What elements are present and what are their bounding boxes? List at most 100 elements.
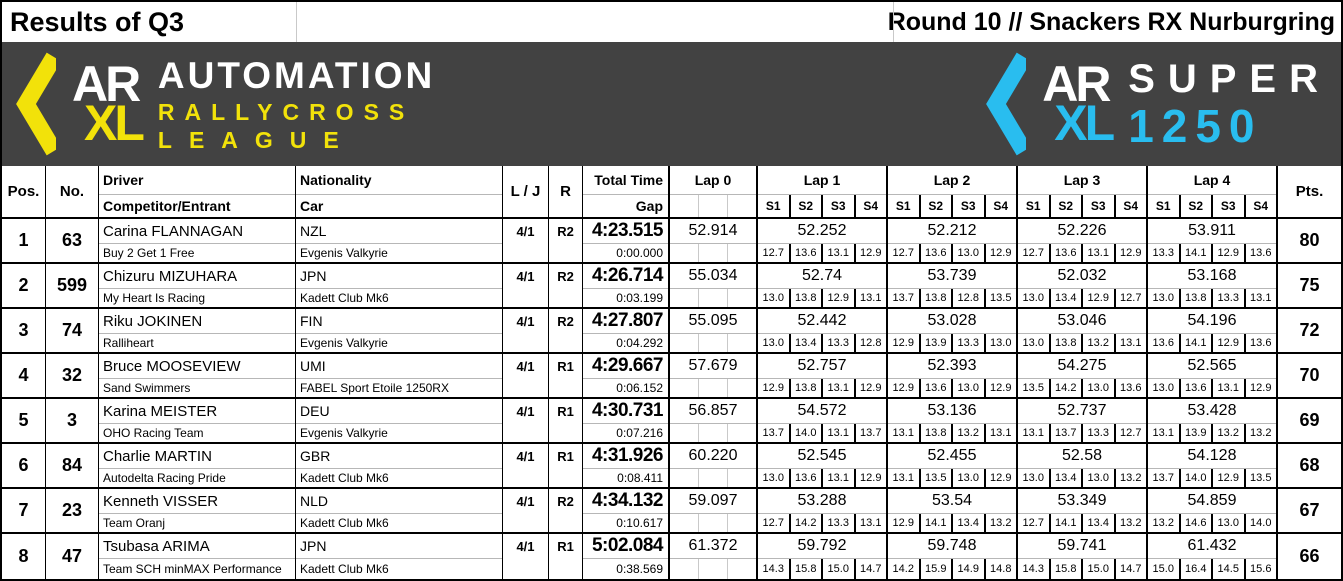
lap-time: 52.58 <box>1061 447 1103 464</box>
sector-time: 13.5 <box>1243 469 1277 487</box>
lap-time: 54.196 <box>1187 312 1237 329</box>
result-row: 1 63 Carina FLANNAGAN Buy 2 Get 1 Free N… <box>2 219 1341 264</box>
driver-name: Karina MEISTER <box>103 402 218 420</box>
sector-time: 13.4 <box>951 514 984 532</box>
sector-time: 13.7 <box>853 424 887 442</box>
sector-time: 12.7 <box>1022 247 1044 259</box>
header-s2: S2 <box>918 195 952 217</box>
sector-time: 13.9 <box>918 334 952 352</box>
nationality-cell: GBR Kadett Club Mk6 <box>296 444 503 487</box>
car-name: Kadett Club Mk6 <box>296 468 502 487</box>
sector-time: 12.7 <box>1113 424 1147 442</box>
lap-sectors: 13.7 13.8 12.8 13.5 <box>888 288 1016 307</box>
sector-time: 14.7 <box>853 559 887 579</box>
lap-time: 53.288 <box>797 492 847 509</box>
driver-cell: Riku JOKINEN Ralliheart <box>99 309 296 352</box>
lap-time: 52.455 <box>927 447 977 464</box>
lap0-time: 55.034 <box>688 267 738 284</box>
lap2-cell: 59.748 14.2 15.9 14.9 14.8 <box>888 534 1018 579</box>
lap4-cell: 53.911 13.3 14.1 12.9 13.6 <box>1148 219 1278 262</box>
sector-time: 13.4 <box>1048 469 1082 487</box>
sector-time: 13.7 <box>892 292 914 304</box>
sector-time: 13.1 <box>1152 427 1174 439</box>
nationality-cell: DEU Evgenis Valkyrie <box>296 399 503 442</box>
laps-joker-cell: 4/1 <box>503 399 549 442</box>
header-lap1: Lap 1 S1 S2 S3 S4 <box>758 166 888 217</box>
laps-joker-cell: 4/1 <box>503 264 549 307</box>
lap-time: 53.136 <box>927 402 977 419</box>
sector-time: 15.8 <box>1048 559 1082 579</box>
driver-cell: Chizuru MIZUHARA My Heart Is Racing <box>99 264 296 307</box>
car-name: Kadett Club Mk6 <box>296 513 502 532</box>
lap3-cell: 52.737 13.1 13.7 13.3 12.7 <box>1018 399 1148 442</box>
sector-time: 13.6 <box>1178 379 1212 397</box>
total-time-cell: 4:30.731 0:07.216 <box>583 399 670 442</box>
race-cell: R2 <box>549 219 583 262</box>
lap-time: 59.748 <box>927 537 977 554</box>
header-lap2: Lap 2 S1 S2 S3 S4 <box>888 166 1018 217</box>
entrant-name: Autodelta Racing Pride <box>99 468 295 487</box>
header-lap3: Lap 3 S1 S2 S3 S4 <box>1018 166 1148 217</box>
table-header: Pos. No. Driver Competitor/Entrant Natio… <box>2 166 1341 219</box>
points-cell: 80 <box>1299 230 1320 250</box>
sector-time: 12.9 <box>892 382 914 394</box>
lap2-cell: 53.54 12.9 14.1 13.4 13.2 <box>888 489 1018 532</box>
lap-sectors: 12.7 13.6 13.0 12.9 <box>888 243 1016 262</box>
position-cell: 2 <box>2 264 46 307</box>
lap-sectors: 12.7 14.2 13.3 13.1 <box>758 513 886 532</box>
race-cell: R1 <box>549 534 583 579</box>
sector-time: 12.9 <box>853 379 887 397</box>
nationality-cell: NZL Evgenis Valkyrie <box>296 219 503 262</box>
nationality-code: JPN <box>300 268 327 284</box>
class-logo: AR XL SUPER 1250 <box>984 51 1331 157</box>
laps-joker-cell: 4/1 <box>503 534 549 579</box>
nationality-cell: FIN Evgenis Valkyrie <box>296 309 503 352</box>
lap2-cell: 52.393 12.9 13.6 13.0 12.9 <box>888 354 1018 397</box>
sector-time: 14.1 <box>1178 244 1212 262</box>
lap3-cell: 53.349 12.7 14.1 13.4 13.2 <box>1018 489 1148 532</box>
sector-time: 12.9 <box>892 517 914 529</box>
car-name: Evgenis Valkyrie <box>296 333 502 352</box>
total-time-cell: 5:02.084 0:38.569 <box>583 534 670 579</box>
entrant-name: My Heart Is Racing <box>99 288 295 307</box>
sector-time: 13.2 <box>1081 334 1114 352</box>
points-cell: 75 <box>1299 275 1320 295</box>
points-cell: 70 <box>1299 365 1320 385</box>
lap-sectors: 15.0 16.4 14.5 15.6 <box>1148 558 1276 579</box>
lap-time: 53.428 <box>1187 402 1237 419</box>
car-name: FABEL Sport Etoile 1250RX <box>296 378 502 397</box>
points-cell: 69 <box>1299 410 1320 430</box>
header-nationality: Nationality Car <box>296 166 503 217</box>
total-time-cell: 4:34.132 0:10.617 <box>583 489 670 532</box>
sector-time: 14.1 <box>1048 514 1082 532</box>
wordmark-line2: RALLYCROSS <box>157 98 415 125</box>
header-driver: Driver Competitor/Entrant <box>99 166 296 217</box>
league-logo: AR XL AUTOMATION RALLYCROSS LEAGUE <box>14 51 435 157</box>
lap-time: 52.74 <box>801 267 843 284</box>
header-s1: S1 <box>1155 199 1171 213</box>
sector-time: 13.1 <box>1113 334 1147 352</box>
lap-time: 59.792 <box>797 537 847 554</box>
lap1-cell: 52.252 12.7 13.6 13.1 12.9 <box>758 219 888 262</box>
lap-time: 53.046 <box>1057 312 1107 329</box>
driver-name: Charlie MARTIN <box>103 447 212 465</box>
gap: 0:03.199 <box>583 288 668 307</box>
sector-time: 15.0 <box>1152 563 1174 575</box>
sector-time: 12.9 <box>983 469 1017 487</box>
car-number-cell: 3 <box>46 399 99 442</box>
position-cell: 3 <box>2 309 46 352</box>
event-title: Round 10 // Snackers RX Nurburgring <box>887 7 1335 36</box>
lap-time: 52.442 <box>797 312 847 329</box>
header-competitor-label: Competitor/Entrant <box>99 194 295 217</box>
laps-joker-cell: 4/1 <box>503 354 549 397</box>
nationality-code: GBR <box>300 448 331 464</box>
lap-sectors: 13.1 13.9 13.2 13.2 <box>1148 423 1276 442</box>
lap-sectors: 13.6 14.1 12.9 13.6 <box>1148 333 1276 352</box>
sector-time: 13.4 <box>1048 289 1082 307</box>
position-cell: 4 <box>2 354 46 397</box>
lap4-cell: 54.196 13.6 14.1 12.9 13.6 <box>1148 309 1278 352</box>
points-cell: 68 <box>1299 455 1320 475</box>
header-lap1-label: Lap 1 <box>803 172 841 188</box>
lap0-time: 55.095 <box>688 312 738 329</box>
